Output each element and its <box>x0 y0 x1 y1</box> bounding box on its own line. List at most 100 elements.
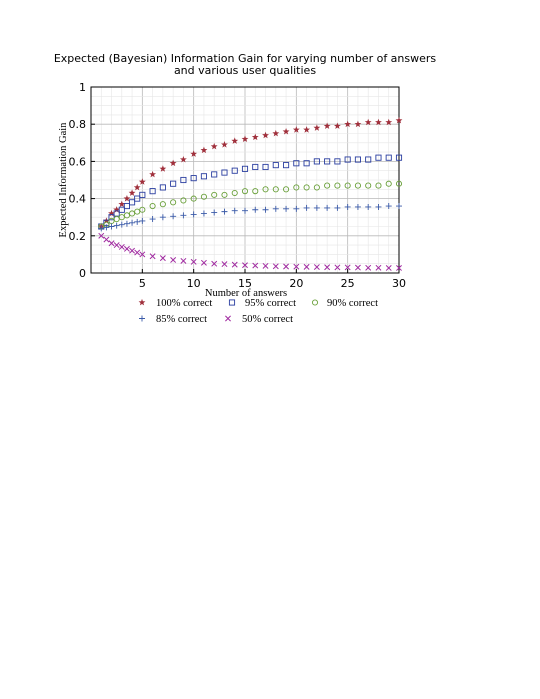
data-point <box>241 135 249 142</box>
x-tick-label: 20 <box>289 277 303 290</box>
data-point <box>375 154 382 161</box>
y-tick-label: 1 <box>79 81 86 94</box>
data-point <box>200 146 208 154</box>
x-axis-label: Number of answers <box>205 288 287 299</box>
data-point <box>231 261 238 268</box>
data-point <box>323 122 331 129</box>
data-point <box>385 265 392 271</box>
data-point <box>334 264 341 271</box>
data-point <box>262 206 269 213</box>
data-point <box>118 200 126 208</box>
data-point <box>180 257 187 264</box>
data-point <box>170 199 177 206</box>
data-point <box>139 191 146 198</box>
data-point <box>149 202 156 210</box>
data-point <box>108 209 115 217</box>
data-point <box>395 116 403 124</box>
data-point <box>129 219 136 226</box>
y-tick-label: 0 <box>79 267 86 280</box>
data-point <box>252 262 259 269</box>
data-point <box>283 205 290 212</box>
data-point <box>159 201 166 208</box>
data-point <box>313 204 320 211</box>
data-point <box>395 154 403 161</box>
data-point <box>134 249 141 256</box>
data-point <box>354 203 361 210</box>
data-point <box>211 171 218 178</box>
data-point <box>272 186 279 193</box>
data-point <box>262 262 269 269</box>
data-point <box>118 206 125 213</box>
data-point <box>179 155 187 163</box>
data-point <box>262 131 269 139</box>
data-point <box>283 162 290 169</box>
data-point <box>149 216 156 223</box>
data-point <box>231 189 238 197</box>
legend-marker <box>138 298 146 306</box>
data-point <box>385 154 392 161</box>
data-point <box>149 170 157 178</box>
legend-marker <box>139 315 145 322</box>
data-point <box>159 165 167 172</box>
data-point <box>210 142 218 150</box>
data-point <box>113 242 120 249</box>
data-point <box>282 128 290 135</box>
data-point <box>108 240 115 247</box>
data-point <box>211 209 218 216</box>
data-point <box>113 222 120 229</box>
data-point <box>134 218 141 225</box>
x-tick-label: 25 <box>341 277 355 290</box>
y-tick-label: 0.8 <box>69 118 87 131</box>
data-point <box>170 213 177 220</box>
data-point <box>221 261 228 268</box>
data-point <box>118 214 125 221</box>
data-point <box>138 178 146 185</box>
data-point <box>375 118 382 126</box>
data-point <box>292 126 300 133</box>
data-point <box>200 173 207 180</box>
data-point <box>149 253 156 260</box>
y-tick-label: 0.6 <box>69 155 87 168</box>
data-point <box>385 118 393 126</box>
data-point <box>344 120 352 128</box>
data-point <box>231 137 239 144</box>
data-point <box>303 204 310 211</box>
data-point <box>293 160 300 167</box>
data-point <box>375 264 382 271</box>
data-point <box>324 264 331 271</box>
data-point <box>344 264 351 271</box>
data-point <box>108 223 115 230</box>
data-point <box>113 216 120 223</box>
data-point <box>221 191 228 198</box>
data-point <box>118 221 125 228</box>
legend-label: 95% correct <box>245 298 296 309</box>
data-point <box>252 163 259 171</box>
data-point <box>333 122 341 129</box>
data-point <box>396 203 402 210</box>
data-point <box>211 191 218 198</box>
data-point <box>242 262 248 269</box>
data-point <box>134 208 141 215</box>
data-point <box>180 212 187 219</box>
data-point <box>365 264 372 271</box>
data-point <box>324 204 331 211</box>
data-point <box>242 207 248 214</box>
data-point <box>365 182 372 189</box>
legend-label: 50% correct <box>242 314 293 325</box>
data-point <box>283 263 290 270</box>
grid <box>90 86 400 274</box>
data-point <box>385 180 392 187</box>
data-point <box>334 182 341 189</box>
data-point <box>123 202 130 210</box>
chart-title: Expected (Bayesian) Information Gain for… <box>54 52 437 77</box>
x-axis-ticks: 5 10 15 20 25 30 <box>139 269 406 290</box>
chart-title-line: and various user qualities <box>174 64 316 77</box>
data-point <box>354 120 362 128</box>
data-point <box>170 180 177 187</box>
legend-marker <box>228 299 236 306</box>
data-point <box>334 204 341 211</box>
data-point <box>133 183 141 191</box>
data-point <box>129 247 136 254</box>
y-tick-label: 0.4 <box>69 193 87 206</box>
